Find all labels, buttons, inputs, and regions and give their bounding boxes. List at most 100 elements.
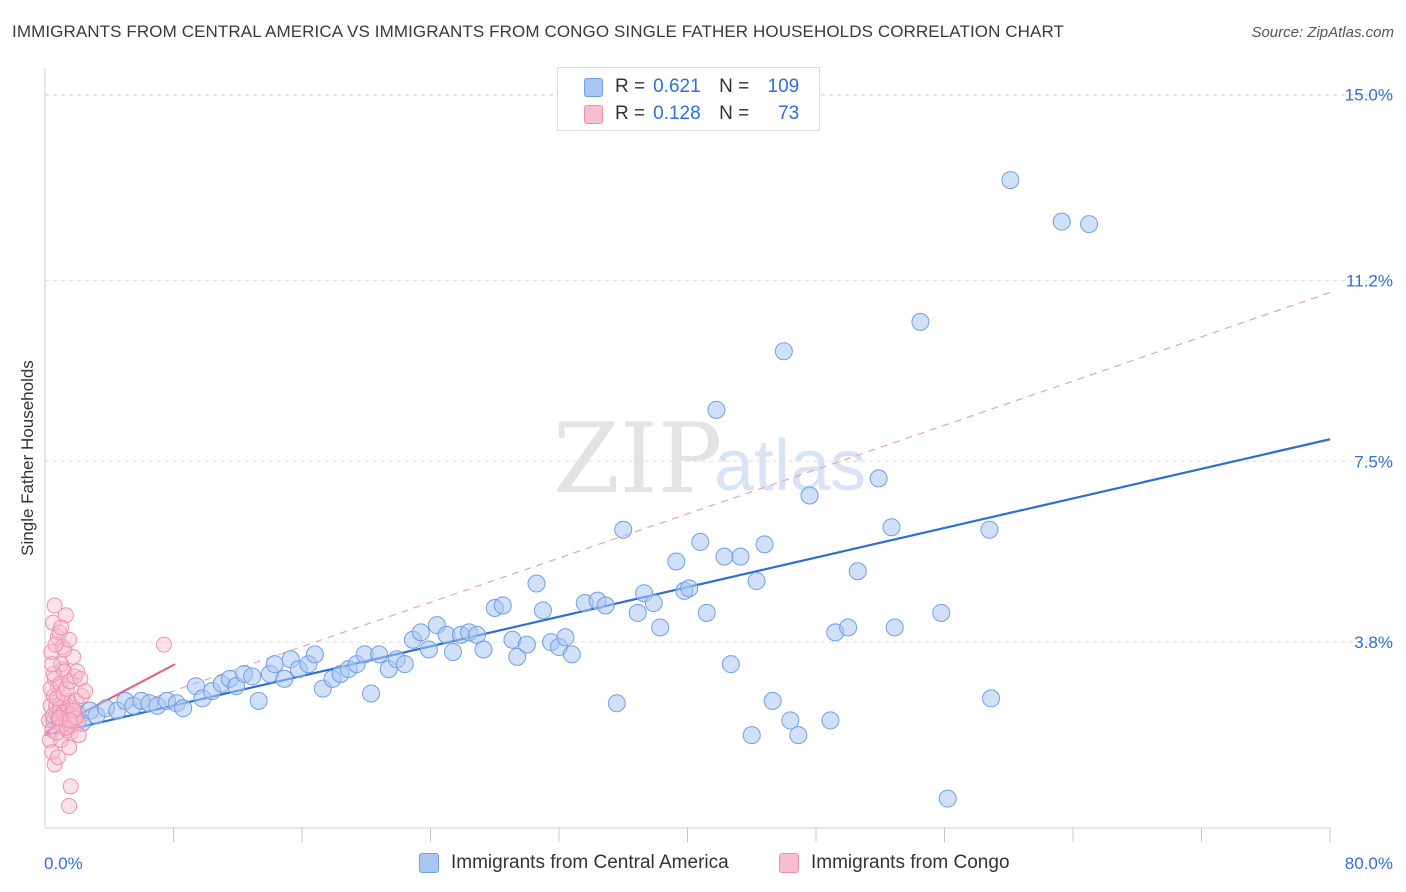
data-point-congo (45, 665, 62, 682)
data-point-central-america (755, 535, 774, 554)
legend-row-congo: R = 0.128 N = 73 (584, 102, 799, 126)
data-point-central-america (596, 596, 615, 615)
data-point-central-america (419, 640, 438, 659)
data-point-central-america (721, 655, 740, 674)
series-congo-points (41, 597, 172, 814)
data-point-central-america (774, 342, 793, 361)
legend-n-label: N = (719, 103, 750, 124)
data-point-central-america (839, 618, 858, 637)
legend-n-label: N = (719, 76, 750, 97)
watermark-zip: ZIP (553, 403, 722, 515)
data-point-congo (47, 636, 64, 653)
bottom-legend-congo: Immigrants from Congo (779, 852, 1010, 874)
data-point-central-america (800, 486, 819, 505)
legend-n-value: 109 (767, 76, 800, 97)
data-point-central-america (614, 520, 633, 539)
data-point-congo (61, 712, 78, 729)
data-point-central-america (556, 628, 575, 647)
data-point-central-america (882, 518, 901, 537)
data-point-central-america (533, 601, 552, 620)
data-point-central-america (781, 711, 800, 730)
data-point-congo (72, 670, 89, 687)
data-point-congo (46, 597, 63, 614)
data-point-central-america (1052, 212, 1071, 231)
bottom-legend-swatch-pink (779, 853, 799, 873)
data-point-congo (53, 619, 70, 636)
data-point-central-america (707, 400, 726, 419)
data-point-central-america (667, 552, 686, 571)
legend-r-label: R = (615, 76, 646, 97)
tick-labels: 3.8% 7.5% 11.2% 15.0% 0.0% 80.0% (44, 86, 1393, 874)
y-tick-label: 7.5% (1354, 452, 1393, 471)
data-point-central-america (562, 645, 581, 664)
x-tick-label: 0.0% (44, 854, 83, 873)
legend-n-value: 73 (778, 103, 800, 124)
y-axis-label: Single Father Households (18, 360, 37, 556)
data-point-central-america (691, 532, 710, 551)
series-central-america-points (45, 171, 1099, 808)
y-tick-label: 15.0% (1345, 86, 1393, 105)
data-point-central-america (1001, 171, 1020, 190)
chart-source: Source: ZipAtlas.com (1251, 24, 1394, 41)
data-point-central-america (395, 655, 414, 674)
data-point-congo (44, 656, 61, 673)
data-point-congo (56, 641, 73, 658)
data-point-congo (49, 749, 66, 766)
data-point-central-america (644, 594, 663, 613)
data-point-central-america (362, 684, 381, 703)
data-point-central-america (789, 726, 808, 745)
chart-title: IMMIGRANTS FROM CENTRAL AMERICA VS IMMIG… (12, 22, 1065, 41)
data-point-congo (65, 702, 82, 719)
data-point-central-america (174, 699, 193, 718)
data-point-congo (155, 636, 172, 653)
data-point-central-america (1080, 215, 1099, 234)
data-point-central-america (715, 547, 734, 566)
data-point-congo (61, 739, 78, 756)
data-point-central-america (628, 603, 647, 622)
data-point-central-america (980, 520, 999, 539)
bottom-legend-label: Immigrants from Central America (451, 852, 729, 873)
data-point-central-america (265, 655, 284, 674)
data-point-central-america (411, 623, 430, 642)
data-point-central-america (869, 469, 888, 488)
data-point-central-america (305, 645, 324, 664)
legend-r-value: 0.128 (653, 103, 701, 124)
data-point-central-america (742, 726, 761, 745)
data-point-central-america (731, 547, 750, 566)
data-point-central-america (370, 645, 389, 664)
data-point-central-america (607, 694, 626, 713)
data-point-congo (52, 675, 69, 692)
data-point-central-america (508, 647, 527, 666)
data-point-central-america (474, 640, 493, 659)
data-point-central-america (680, 579, 699, 598)
data-point-congo (57, 607, 74, 624)
data-point-congo (61, 797, 78, 814)
data-point-central-america (938, 789, 957, 808)
data-point-central-america (651, 618, 670, 637)
data-point-congo (56, 663, 73, 680)
data-point-central-america (763, 691, 782, 710)
bottom-legend: Immigrants from Central America Immigran… (0, 852, 1406, 878)
legend-r-label: R = (615, 103, 646, 124)
data-point-congo (45, 614, 62, 631)
data-point-central-america (982, 689, 1001, 708)
y-tick-label: 11.2% (1346, 271, 1393, 290)
data-point-congo (51, 709, 68, 726)
bottom-legend-central-america: Immigrants from Central America (419, 852, 729, 874)
data-point-central-america (527, 574, 546, 593)
bottom-legend-label: Immigrants from Congo (811, 852, 1010, 873)
data-point-central-america (747, 572, 766, 591)
data-point-central-america (911, 312, 930, 331)
data-point-central-america (517, 635, 536, 654)
data-point-central-america (249, 691, 268, 710)
data-point-central-america (821, 711, 840, 730)
legend-row-central-america: R = 0.621 N = 109 (584, 75, 799, 99)
data-point-central-america (443, 642, 462, 661)
legend-r-value: 0.621 (653, 76, 701, 97)
legend-swatch-blue (584, 77, 603, 97)
legend-swatch-pink (584, 104, 603, 124)
y-tick-label: 3.8% (1354, 633, 1393, 652)
data-point-central-america (697, 603, 716, 622)
